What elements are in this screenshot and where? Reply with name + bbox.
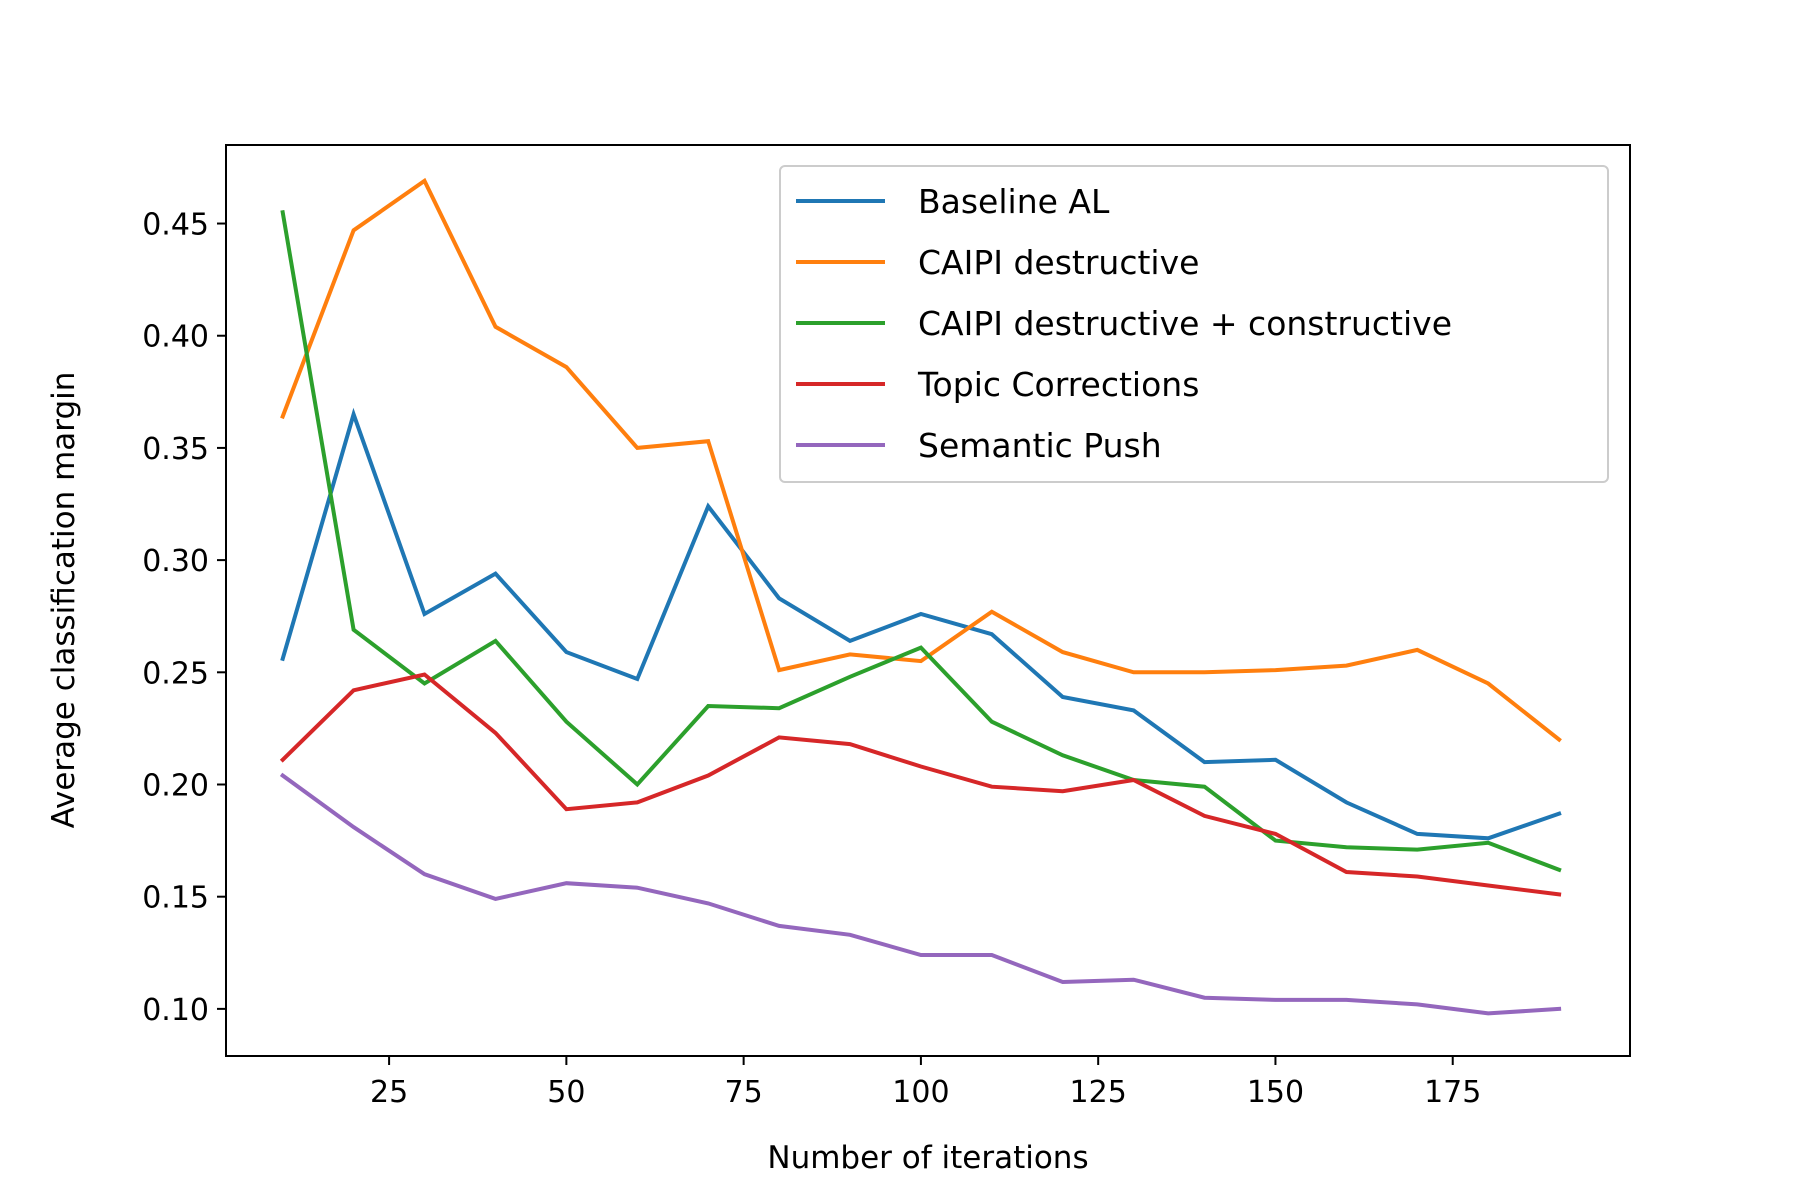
x-tick-label: 150 — [1247, 1075, 1304, 1110]
y-axis-ticks: 0.10 0.15 0.20 0.25 0.30 0.35 0.40 0.45 — [142, 208, 226, 1028]
x-tick-label: 75 — [725, 1075, 763, 1110]
series-line-topic-corrections — [283, 675, 1559, 895]
legend-entry-label: Topic Corrections — [917, 365, 1199, 404]
legend-entry-label: Semantic Push — [918, 426, 1162, 465]
x-tick-label: 25 — [370, 1075, 408, 1110]
y-tick-label: 0.20 — [142, 768, 209, 803]
x-tick-label: 125 — [1070, 1075, 1127, 1110]
x-axis-title: Number of iterations — [767, 1140, 1088, 1176]
y-tick-label: 0.15 — [142, 881, 209, 916]
x-tick-label: 175 — [1424, 1075, 1481, 1110]
y-axis-title: Average classification margin — [46, 372, 82, 829]
y-tick-label: 0.35 — [142, 432, 209, 467]
x-axis-ticks: 25 50 75 100 125 150 175 — [370, 1056, 1481, 1110]
y-tick-label: 0.10 — [142, 993, 209, 1028]
x-tick-label: 100 — [892, 1075, 949, 1110]
x-tick-label: 50 — [547, 1075, 585, 1110]
y-tick-label: 0.30 — [142, 544, 209, 579]
y-tick-label: 0.45 — [142, 208, 209, 243]
legend-entry-label: Baseline AL — [918, 182, 1110, 221]
legend-entry-label: CAIPI destructive — [918, 243, 1199, 282]
legend: Baseline AL CAIPI destructive CAIPI destru… — [780, 166, 1608, 482]
legend-entry-label: CAIPI destructive + constructive — [918, 304, 1452, 343]
y-tick-label: 0.40 — [142, 320, 209, 355]
y-tick-label: 0.25 — [142, 656, 209, 691]
